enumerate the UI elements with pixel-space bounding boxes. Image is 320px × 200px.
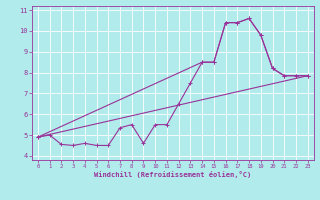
X-axis label: Windchill (Refroidissement éolien,°C): Windchill (Refroidissement éolien,°C) <box>94 171 252 178</box>
